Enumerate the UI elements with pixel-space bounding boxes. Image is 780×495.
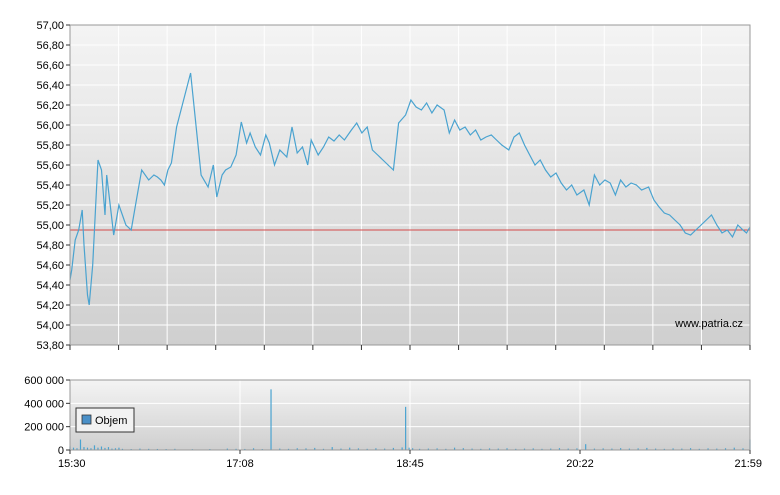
price-line [69, 72, 751, 306]
volume-x-tick-label: 20:22 [566, 458, 594, 470]
volume-x-axis: 15:30 17:08 18:45 20:22 21:59 [58, 450, 762, 470]
price-y-tick-label: 54,00 [36, 320, 64, 332]
legend-label-objem: Objem [95, 415, 127, 427]
volume-x-tick-label: 18:45 [396, 458, 424, 470]
volume-legend: Objem [75, 407, 135, 433]
price-x-axis [69, 345, 751, 350]
price-y-tick-label: 56,60 [36, 60, 64, 72]
volume-x-tick-label: 17:08 [226, 458, 254, 470]
price-y-tick-label: 55,20 [36, 200, 64, 212]
price-y-tick-label: 57,00 [36, 20, 64, 32]
price-y-tick-label: 54,20 [36, 300, 64, 312]
price-y-axis: 57,00 56,80 56,60 56,40 56,20 56,00 55,80 55,60… [36, 20, 70, 352]
watermark: www.patria.cz [674, 318, 743, 330]
price-y-tick-label: 55,80 [36, 140, 64, 152]
price-y-tick-label: 55,00 [36, 220, 64, 232]
price-y-tick-label: 56,20 [36, 100, 64, 112]
price-y-tick-label: 55,60 [36, 160, 64, 172]
volume-y-axis: 600 000 400 000 200 000 0 [24, 375, 70, 457]
volume-y-tick-label: 400 000 [24, 398, 64, 410]
price-y-tick-label: 55,40 [36, 180, 64, 192]
volume-y-tick-label: 200 000 [24, 422, 64, 434]
volume-x-tick-label: 21:59 [734, 458, 762, 470]
volume-y-tick-label: 600 000 [24, 375, 64, 387]
price-y-tick-label: 53,80 [36, 340, 64, 352]
price-y-tick-label: 56,80 [36, 40, 64, 52]
legend-swatch-objem [81, 414, 92, 425]
volume-panel: 600 000 400 000 200 000 0 15:30 17:08 18:45 20… [24, 375, 762, 470]
price-y-tick-label: 56,00 [36, 120, 64, 132]
price-y-tick-label: 54,60 [36, 260, 64, 272]
price-y-tick-label: 54,80 [36, 240, 64, 252]
volume-y-tick-label: 0 [58, 445, 64, 457]
price-grid [70, 24, 750, 346]
price-panel: 57,00 56,80 56,60 56,40 56,20 56,00 55,80 55,60… [36, 20, 751, 352]
volume-x-tick-label: 15:30 [58, 458, 86, 470]
price-y-tick-label: 54,40 [36, 280, 64, 292]
price-y-tick-label: 56,40 [36, 80, 64, 92]
